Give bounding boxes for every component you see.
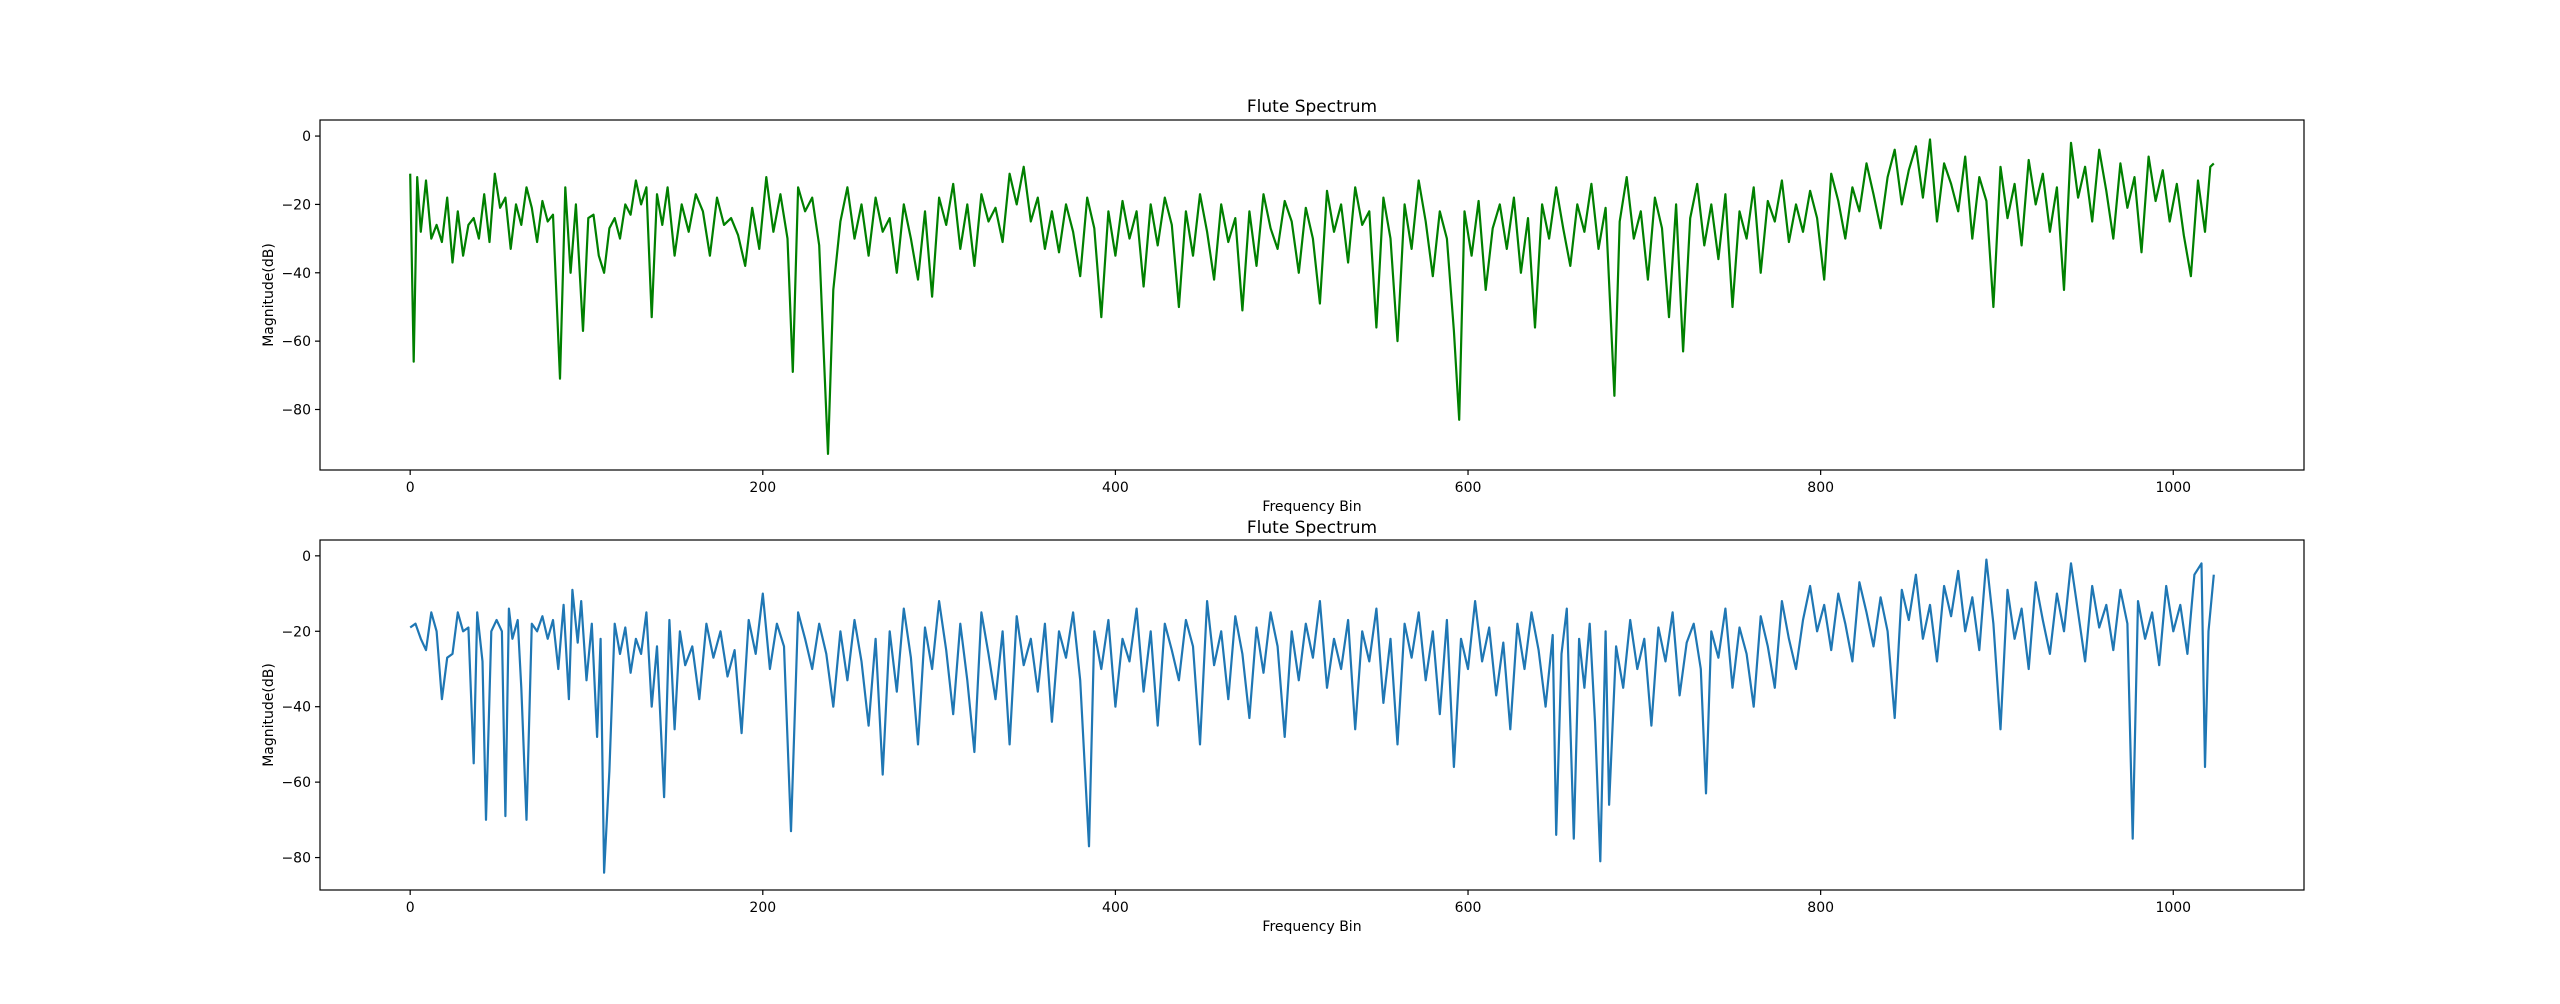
top-x-tick-label: 800 <box>1807 480 1834 496</box>
bottom-x-tick-label: 0 <box>406 900 415 916</box>
bottom-axes-frame <box>319 539 2305 891</box>
top-y-tick-label: −20 <box>281 197 311 213</box>
top-x-tick-label: 400 <box>1102 480 1129 496</box>
bottom-x-tick-label: 400 <box>1102 900 1129 916</box>
top-x-tick-label: 1000 <box>2155 480 2191 496</box>
top-y-tick-label: −80 <box>281 403 311 419</box>
top-y-axis-label: Magnitude(dB) <box>261 243 277 347</box>
bottom-x-tick-label: 1000 <box>2155 900 2191 916</box>
top-x-tick-label: 200 <box>749 480 776 496</box>
bottom-x-tick-label: 200 <box>749 900 776 916</box>
top-x-axis-label: Frequency Bin <box>1262 499 1361 515</box>
top-axes-frame <box>319 119 2305 471</box>
top-subplot: Flute Spectrum Frequency Bin Magnitude(d… <box>261 97 2305 515</box>
top-y-tick-label: −60 <box>281 334 311 350</box>
top-x-tick-label: 600 <box>1455 480 1482 496</box>
bottom-subplot: Flute Spectrum Frequency Bin Magnitude(d… <box>261 518 2305 935</box>
bottom-x-tick-label: 600 <box>1455 900 1482 916</box>
top-x-tick-label: 0 <box>406 480 415 496</box>
top-y-tick-label: −40 <box>281 266 311 282</box>
bottom-y-axis-label: Magnitude(dB) <box>261 663 277 767</box>
top-series-line <box>409 138 2215 455</box>
bottom-y-tick-label: −40 <box>281 700 311 716</box>
bottom-y-tick-label: −60 <box>281 775 311 791</box>
bottom-x-tick-label: 800 <box>1807 900 1834 916</box>
bottom-x-axis-label: Frequency Bin <box>1262 919 1361 935</box>
bottom-y-tick-label: −20 <box>281 624 311 640</box>
bottom-y-tick-label: 0 <box>302 549 311 565</box>
bottom-series-line <box>409 558 2215 874</box>
bottom-chart-title: Flute Spectrum <box>1247 518 1377 538</box>
top-chart-title: Flute Spectrum <box>1247 97 1377 117</box>
top-y-tick-label: 0 <box>302 129 311 145</box>
bottom-y-tick-label: −80 <box>281 851 311 867</box>
